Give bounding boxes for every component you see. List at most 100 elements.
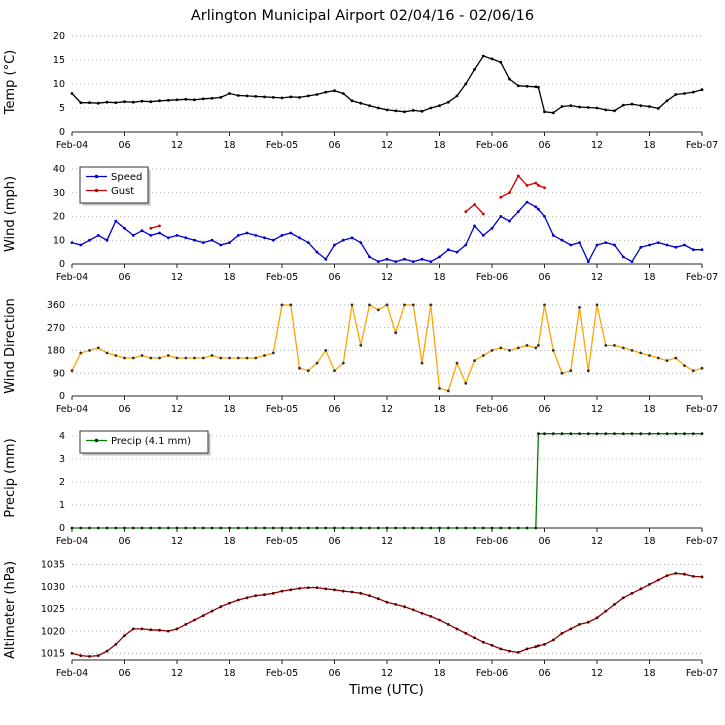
temp-data-marker (219, 96, 223, 99)
temp-data-marker (96, 101, 100, 105)
temp-data-marker (201, 97, 205, 101)
winddir-data-marker (271, 351, 275, 355)
precip-data-marker (140, 526, 144, 530)
altimeter-data-marker (516, 651, 520, 654)
wind-data-marker (665, 243, 669, 247)
panel-wind-speed: 0 10 20 30 40 Feb-04 06 12 18 Feb-05 06 12 18 Feb-06 0… (0, 158, 725, 290)
y-tick-label: 1020 (41, 626, 65, 637)
wind-data-marker (79, 243, 83, 247)
temp-data-marker (114, 101, 118, 105)
altimeter-chart: 1015 1020 1025 1030 1035 Feb-04 06 12 18 Feb-05 06… (3, 560, 718, 679)
winddir-data-marker (298, 366, 301, 370)
winddir-data-marker (333, 369, 336, 373)
altimeter-data-marker (543, 643, 546, 646)
altimeter-data-marker (315, 586, 319, 589)
temp-data-marker (516, 84, 520, 88)
x-tick-label: 06 (118, 404, 130, 415)
wind-data-marker (175, 234, 179, 237)
wind-data-marker (96, 234, 100, 237)
precip-data-marker (604, 432, 608, 436)
wind-data-marker (586, 260, 590, 263)
winddir-data-marker (96, 346, 100, 350)
altimeter-data-marker (665, 574, 669, 577)
precip-data-marker (569, 432, 573, 436)
x-tick-label: 06 (328, 404, 340, 415)
wind-data-marker (219, 243, 223, 247)
winddir-data-marker (543, 303, 546, 307)
altimeter-data-marker (341, 589, 345, 593)
y-tick-label: 1 (59, 500, 65, 511)
winddir-data-marker (350, 303, 354, 307)
wind-data-marker (420, 257, 424, 261)
legend-box (79, 166, 149, 204)
winddir-data-marker (149, 356, 153, 360)
winddir-data-marker (700, 366, 704, 370)
precip-data-marker (438, 526, 441, 530)
y-tick-label: 180 (47, 346, 65, 357)
temp-data-marker (586, 106, 590, 109)
precip-data-marker (315, 526, 319, 530)
temp-data-marker (88, 101, 91, 105)
temp-data-marker (333, 89, 336, 93)
wind-data-marker (543, 186, 546, 190)
winddir-data-marker (455, 361, 459, 365)
x-tick-label: 18 (223, 140, 235, 151)
temp-data-marker (490, 57, 494, 61)
x-tick-label: 18 (223, 272, 235, 283)
winddir-data-marker (79, 351, 83, 355)
precip-data-marker (228, 526, 231, 530)
temp-data-marker (341, 92, 345, 95)
altimeter-data-marker (560, 631, 564, 635)
winddir-data-marker (228, 356, 231, 360)
wind-data-marker (455, 250, 459, 254)
temp-data-marker (438, 104, 441, 107)
chart-title: Arlington Municipal Airport 02/04/16 - 0… (190, 8, 535, 24)
temp-data-marker (665, 99, 669, 103)
temp-data-marker (271, 96, 275, 99)
y-tick-label: 10 (53, 79, 65, 90)
x-tick-label: Feb-06 (476, 668, 508, 679)
winddir-data-marker (586, 369, 590, 373)
wind-data-marker (534, 181, 538, 185)
altimeter-data-marker (193, 618, 196, 622)
panel-wind-direction: 0 90 180 270 360 Feb-04 06 12 18 Feb-05 06 12 18 Feb-… (0, 290, 725, 422)
temp-data-marker (315, 93, 319, 96)
precip-series-line (72, 433, 702, 529)
x-tick-label: Feb-06 (476, 140, 508, 151)
wind-data-marker (114, 219, 118, 223)
temp-data-marker (385, 108, 389, 112)
altimeter-data-marker (613, 603, 616, 606)
y-tick-label: 270 (47, 323, 65, 334)
y-tick-label: 40 (53, 164, 65, 175)
temp-data-marker (306, 94, 310, 98)
altimeter-data-marker (455, 627, 459, 631)
legend-marker-sample (94, 174, 99, 179)
wind-data-marker (184, 236, 188, 240)
wind-data-marker (473, 224, 476, 228)
precip-data-marker (537, 432, 540, 436)
altimeter-data-marker (630, 591, 634, 595)
x-tick-label: 12 (591, 536, 603, 547)
altimeter-data-marker (123, 634, 126, 637)
temp-data-marker (140, 99, 144, 103)
altimeter-data-marker (499, 647, 503, 651)
temp-series-line (71, 55, 703, 114)
wind-data-marker (306, 241, 310, 244)
wind-data-marker (621, 255, 625, 259)
altimeter-data-marker (411, 608, 415, 612)
altimeter-data-marker (149, 628, 153, 632)
altimeter-data-marker (201, 614, 205, 617)
x-tick-label: Feb-04 (56, 272, 88, 283)
precip-data-marker (613, 432, 616, 436)
precip-data-marker (79, 526, 83, 530)
altimeter-data-marker (604, 609, 608, 613)
x-tick-label: 06 (118, 668, 130, 679)
precip-data-marker (499, 526, 503, 530)
x-tick-label: 06 (328, 668, 340, 679)
altimeter-data-marker (280, 589, 284, 593)
precip-data-marker (674, 432, 678, 436)
temp-data-marker (403, 110, 406, 114)
winddir-data-marker (683, 364, 686, 367)
altimeter-data-marker (656, 578, 660, 582)
wind-data-marker (368, 255, 371, 259)
